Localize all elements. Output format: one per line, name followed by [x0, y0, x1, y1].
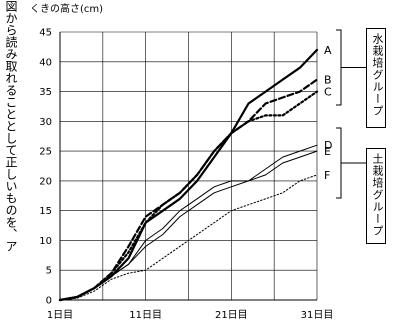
group-brackets: [336, 29, 366, 199]
series-line-f: [59, 174, 318, 301]
series-label-f: F: [324, 169, 330, 182]
y-axis-title: くきの高さ(cm): [30, 4, 104, 15]
x-tick-label: 1日目: [47, 310, 73, 321]
y-tick-label: 10: [39, 236, 52, 247]
water-group-label: 水栽培グループ: [366, 28, 386, 128]
series-label-d: D: [324, 139, 332, 152]
y-tick-label: 20: [39, 176, 52, 187]
series-line-c: [58, 90, 319, 302]
y-tick-label: 15: [39, 206, 52, 217]
x-tick-labels: 1日目 11日目 21日目 31日目: [47, 310, 334, 321]
y-tick-label: 5: [46, 266, 52, 277]
soil-group-bracket: [336, 127, 366, 199]
soil-group-label: 土栽培グループ: [366, 148, 386, 244]
y-tick-label: 0: [46, 296, 52, 307]
y-tick-label: 40: [39, 57, 52, 68]
page-text-column: 図から読み取れることとして正しいものを、ア: [0, 0, 22, 329]
y-tick-label: 25: [39, 147, 52, 158]
chart-series: [58, 48, 319, 302]
x-tick-label: 11日目: [129, 310, 162, 321]
y-tick-label: 30: [39, 117, 52, 128]
page-text: 図から読み取れることとして正しいものを、ア: [4, 0, 18, 252]
series-label-c: C: [324, 86, 332, 99]
x-tick-label: 31日目: [301, 310, 334, 321]
water-group-bracket: [336, 29, 366, 106]
series-line-e: [59, 150, 318, 301]
y-tick-label: 45: [39, 28, 52, 39]
series-label-e: E: [324, 145, 331, 158]
series-label-a: A: [324, 44, 332, 57]
y-tick-labels: 0 5 10 15 20 25 30 35 40 45: [39, 28, 52, 307]
y-tick-label: 35: [39, 87, 52, 98]
series-labels: A BC DEF: [324, 44, 332, 182]
series-label-b: B: [324, 74, 332, 87]
chart-grid: [59, 31, 318, 301]
x-tick-label: 21日目: [215, 310, 248, 321]
